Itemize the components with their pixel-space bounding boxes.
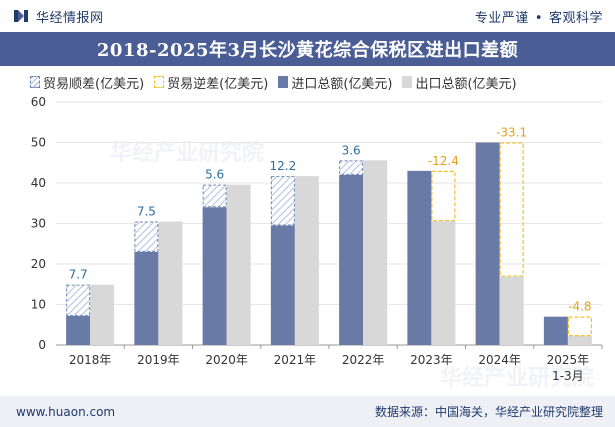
x-tick-label: 2022年 [342,353,385,367]
legend-item-import: 进口总额(亿美元) [278,73,392,92]
bar-import [134,251,159,345]
data-label-surplus: 7.5 [137,204,156,218]
brand-logo-icon [14,10,28,22]
top-bar: 华经情报网 专业严谨 • 客观科学 [0,0,615,32]
x-tick-label: 2018年 [69,353,112,367]
slogan: 专业严谨 • 客观科学 [475,7,603,26]
bar-import [475,142,500,345]
bar-import [407,170,432,345]
bar-import [270,225,295,345]
legend-label-deficit: 贸易逆差(亿美元) [167,76,269,92]
y-tick-label: 0 [38,338,46,352]
bar-export [567,336,592,345]
bar-import [339,174,364,345]
bar-import [202,207,227,345]
legend-item-surplus: 贸易顺差(亿美元) [30,73,144,92]
bar-export [499,276,524,345]
x-tick-label: 2025年 [547,353,590,367]
x-tick-label: 2021年 [274,353,317,367]
bar-export [226,184,251,345]
x-tick-label: 2024年 [478,353,521,367]
title-bar: 2018-2025年3月长沙黄花综合保税区进出口差额 [0,32,615,66]
bar-import [543,316,568,345]
bar-export [431,221,456,345]
y-tick-label: 10 [31,298,46,312]
data-label-deficit: -12.4 [428,154,459,168]
bar-import [66,315,91,345]
legend-item-deficit: 贸易逆差(亿美元) [154,73,268,92]
y-tick-label: 30 [31,217,46,231]
x-tick-label: 1-3月 [552,369,584,383]
y-tick-label: 40 [31,176,46,190]
x-tick-label: 2023年 [410,353,453,367]
bar-surplus [339,160,364,175]
slogan-tag-2: 客观科学 [548,10,603,26]
bar-export [294,176,319,345]
bar-surplus [66,284,91,316]
legend-label-import: 进口总额(亿美元) [291,76,393,92]
legend-label-surplus: 贸易顺差(亿美元) [43,76,145,92]
legend-item-export: 出口总额(亿美元) [402,73,517,92]
bar-export [363,160,388,345]
footer-source: 数据来源：中国海关，华经产业研究院整理 [374,405,603,419]
separator-dot: • [534,10,543,26]
x-tick-label: 2020年 [205,353,248,367]
data-label-surplus: 7.7 [69,268,88,282]
data-label-surplus: 5.6 [205,168,224,182]
bar-deficit [499,142,524,277]
legend-swatch-import [278,76,289,88]
y-tick-label: 50 [31,136,46,150]
legend-swatch-deficit [154,76,165,88]
chart-area: 0 10 20 30 40 50 60 7.7 2018年 7.5 2019年 5.6 2020年 12… [31,95,603,383]
y-tick-label: 20 [31,257,46,271]
legend-swatch-surplus [30,76,40,88]
bar-export [158,221,183,345]
y-tick-label: 60 [31,95,46,109]
data-label-surplus: 12.2 [270,159,297,173]
footer: www.huaon.com 数据来源：中国海关，华经产业研究院整理 [0,396,615,427]
bar-deficit [431,170,456,222]
x-tick-label: 2019年 [137,353,180,367]
brand-name: 华经情报网 [36,10,104,26]
legend-label-export: 出口总额(亿美元) [415,76,517,92]
bar-surplus [202,184,227,208]
bar-deficit [567,316,592,337]
footer-website: www.huaon.com [16,404,116,419]
bar-surplus [134,221,159,252]
bar-export [90,284,115,345]
slogan-tag-1: 专业严谨 [474,10,529,26]
chart-legend: 贸易顺差(亿美元) 贸易逆差(亿美元) 进口总额(亿美元) 出口总额(亿美元) [30,73,527,92]
chart-title: 2018-2025年3月长沙黄花综合保税区进出口差额 [96,40,519,61]
bar-surplus [270,176,295,226]
data-label-deficit: -4.8 [568,300,591,314]
legend-swatch-export [402,76,413,88]
data-label-deficit: -33.1 [496,126,527,140]
data-label-surplus: 3.6 [342,143,361,157]
brand: 华经情报网 [14,7,104,26]
